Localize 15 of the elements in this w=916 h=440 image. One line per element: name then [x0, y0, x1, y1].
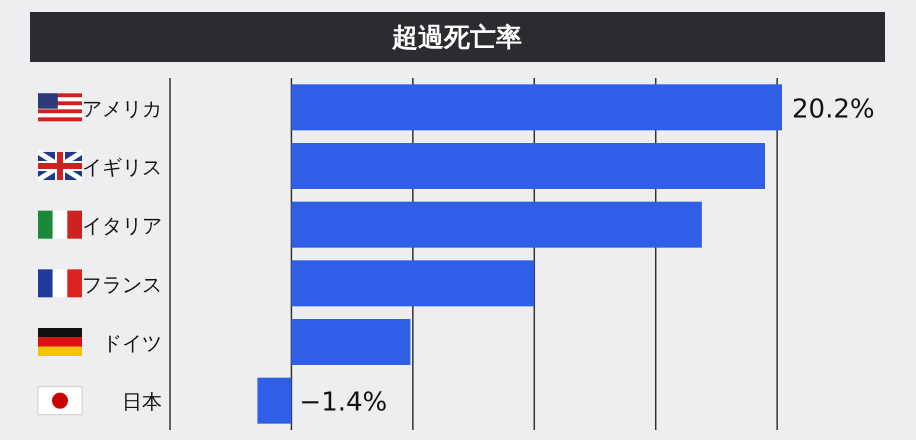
y-tick-label: イタリア — [82, 214, 162, 238]
bar — [291, 260, 534, 306]
chart-title: 超過死亡率 — [391, 23, 522, 53]
y-tick-label: フランス — [82, 272, 162, 296]
bar — [291, 319, 410, 365]
y-tick-label: 日本 — [122, 390, 162, 414]
y-tick-label: ドイツ — [102, 331, 162, 355]
bar — [291, 202, 702, 248]
bar — [291, 84, 782, 130]
y-tick-label: イギリス — [82, 155, 162, 179]
bar — [257, 378, 292, 424]
bar — [291, 143, 765, 189]
data-label: −1.4% — [299, 388, 388, 418]
data-label: 20.2% — [792, 94, 875, 124]
y-tick-label: アメリカ — [82, 96, 162, 120]
